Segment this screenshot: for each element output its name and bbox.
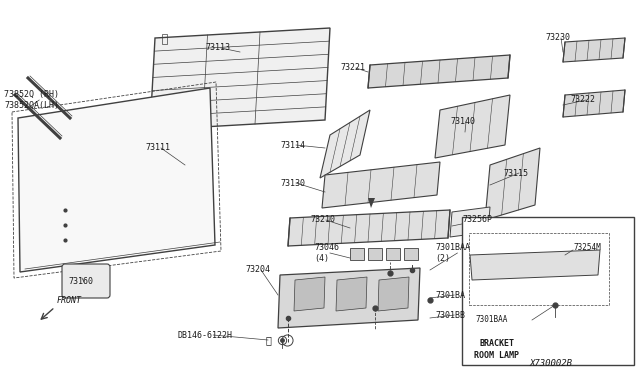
Text: 73140: 73140 (450, 118, 475, 126)
Text: 7301BAA: 7301BAA (476, 315, 508, 324)
Text: 7301BAA
(2): 7301BAA (2) (435, 243, 470, 263)
Text: 7301BB: 7301BB (435, 311, 465, 320)
Text: Ⓑ: Ⓑ (265, 335, 271, 345)
Text: 7301BA: 7301BA (435, 291, 465, 299)
Polygon shape (322, 162, 440, 208)
Polygon shape (404, 248, 418, 260)
Text: 73046
(4): 73046 (4) (314, 243, 339, 263)
Polygon shape (336, 277, 367, 311)
Bar (462, 217, 634, 365)
Text: 73113: 73113 (205, 44, 230, 52)
Text: 73204: 73204 (245, 266, 270, 275)
Text: ROOM LAMP: ROOM LAMP (474, 350, 520, 359)
Polygon shape (378, 277, 409, 311)
Text: DB146-6122H: DB146-6122H (178, 330, 233, 340)
Polygon shape (435, 95, 510, 158)
FancyBboxPatch shape (62, 264, 110, 298)
Polygon shape (485, 148, 540, 220)
Text: X730002B: X730002B (530, 359, 573, 368)
Polygon shape (470, 250, 600, 280)
Polygon shape (450, 207, 490, 237)
Polygon shape (350, 248, 364, 260)
Polygon shape (563, 38, 625, 62)
Bar (469, 233, 609, 305)
Polygon shape (150, 28, 330, 130)
Text: 73230: 73230 (545, 33, 570, 42)
Text: 73221: 73221 (340, 64, 365, 73)
Text: 73256P: 73256P (462, 215, 492, 224)
Text: 73114: 73114 (280, 141, 305, 150)
Polygon shape (288, 210, 450, 246)
Polygon shape (386, 248, 400, 260)
Text: 73222: 73222 (570, 96, 595, 105)
Text: 73130: 73130 (280, 179, 305, 187)
Text: FRONT: FRONT (57, 296, 82, 305)
Text: 73210: 73210 (310, 215, 335, 224)
Text: BRACKET: BRACKET (479, 339, 515, 347)
Polygon shape (368, 55, 510, 88)
Polygon shape (294, 277, 325, 311)
Polygon shape (18, 88, 215, 272)
Polygon shape (320, 110, 370, 178)
Text: 73160: 73160 (68, 278, 93, 286)
Text: 73111: 73111 (145, 144, 170, 153)
Text: 73115: 73115 (503, 169, 528, 177)
Text: 73852Q (RH)
73852QA(LH): 73852Q (RH) 73852QA(LH) (4, 90, 59, 110)
Polygon shape (368, 248, 382, 260)
Polygon shape (278, 268, 420, 328)
Polygon shape (368, 198, 375, 208)
Polygon shape (563, 90, 625, 117)
Text: 73254M: 73254M (574, 243, 602, 251)
